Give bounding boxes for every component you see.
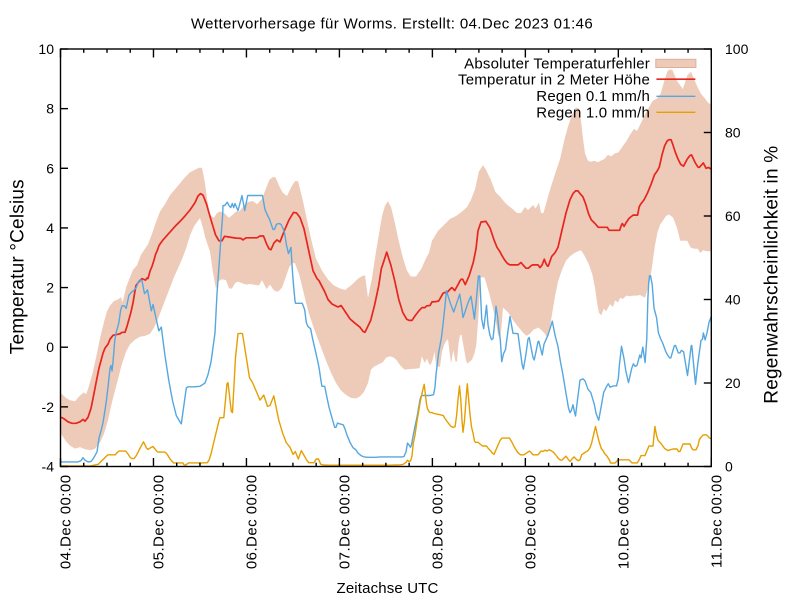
svg-text:09.Dec 00:00: 09.Dec 00:00 [522,475,539,570]
svg-text:60: 60 [725,208,741,224]
svg-text:-2: -2 [42,399,55,415]
svg-text:6: 6 [46,160,54,176]
svg-text:100: 100 [725,41,749,57]
svg-text:4: 4 [46,220,54,236]
svg-text:10.Dec 00:00: 10.Dec 00:00 [615,475,632,570]
svg-text:08.Dec 00:00: 08.Dec 00:00 [429,475,446,570]
svg-text:Wettervorhersage für Worms. Er: Wettervorhersage für Worms. Erstellt: 04… [191,16,593,33]
svg-text:Regen 0.1 mm/h: Regen 0.1 mm/h [536,88,650,105]
svg-text:0: 0 [46,339,54,355]
svg-text:Absoluter Temperaturfehler: Absoluter Temperaturfehler [464,55,650,72]
svg-text:Temperatur °Celsius: Temperatur °Celsius [8,179,29,354]
svg-text:80: 80 [725,125,741,141]
svg-text:0: 0 [725,459,733,475]
svg-text:8: 8 [46,101,54,117]
svg-text:04.Dec 00:00: 04.Dec 00:00 [58,475,75,570]
svg-text:07.Dec 00:00: 07.Dec 00:00 [336,475,353,570]
svg-text:06.Dec 00:00: 06.Dec 00:00 [243,475,260,570]
svg-text:40: 40 [725,292,741,308]
svg-text:2: 2 [46,280,54,296]
svg-text:20: 20 [725,375,741,391]
svg-text:-4: -4 [42,459,55,475]
svg-text:05.Dec 00:00: 05.Dec 00:00 [150,475,167,570]
svg-text:10: 10 [38,41,54,57]
svg-text:Regen 1.0 mm/h: Regen 1.0 mm/h [536,105,650,122]
svg-text:Temperatur in 2 Meter Höhe: Temperatur in 2 Meter Höhe [458,72,650,89]
svg-text:Regenwahrscheinlichkeit in %: Regenwahrscheinlichkeit in % [762,146,783,404]
svg-text:11.Dec 00:00: 11.Dec 00:00 [708,475,725,569]
svg-text:Zeitachse UTC: Zeitachse UTC [337,580,439,597]
